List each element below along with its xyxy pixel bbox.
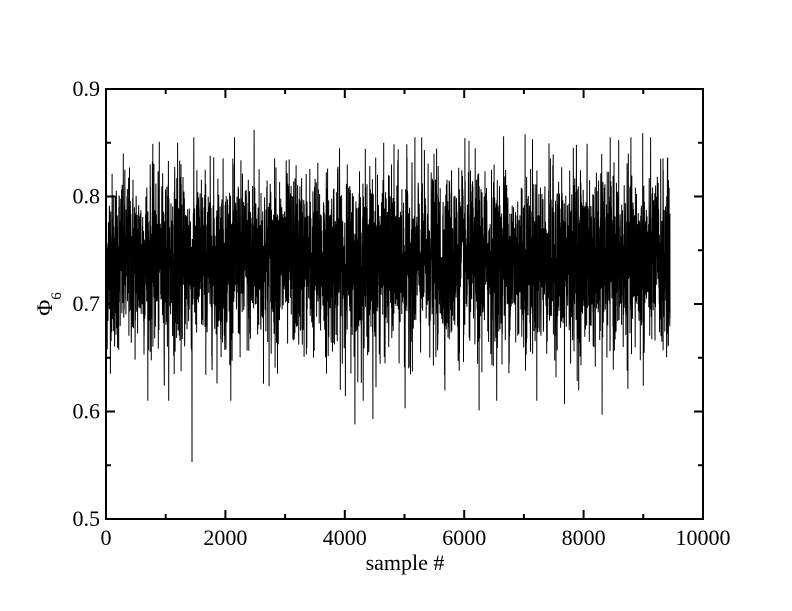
series-line — [105, 129, 671, 463]
x-tick-label: 0 — [101, 525, 112, 550]
y-tick-label: 0.6 — [73, 399, 101, 424]
y-tick-label: 0.9 — [73, 76, 101, 101]
svg-text:Φ6: Φ6 — [32, 292, 65, 316]
y-tick-label: 0.7 — [73, 291, 101, 316]
x-tick-label: 6000 — [442, 525, 486, 550]
x-tick-label: 8000 — [562, 525, 606, 550]
x-tick-label: 10000 — [676, 525, 731, 550]
series-layer — [105, 129, 671, 463]
y-axis-label-subscript: 6 — [49, 292, 65, 300]
ticks-layer: 0 2000 4000 6000 8000 10000 0.5 0.6 0.7 0.8 0.9 — [73, 76, 731, 550]
x-axis-label: sample # — [366, 550, 445, 575]
y-axis-label-symbol: Φ — [32, 300, 57, 316]
x-tick-label: 2000 — [203, 525, 247, 550]
y-axis-label: Φ6 — [32, 292, 65, 316]
x-tick-label: 4000 — [323, 525, 367, 550]
y-tick-label: 0.5 — [73, 506, 101, 531]
y-tick-label: 0.8 — [73, 184, 101, 209]
